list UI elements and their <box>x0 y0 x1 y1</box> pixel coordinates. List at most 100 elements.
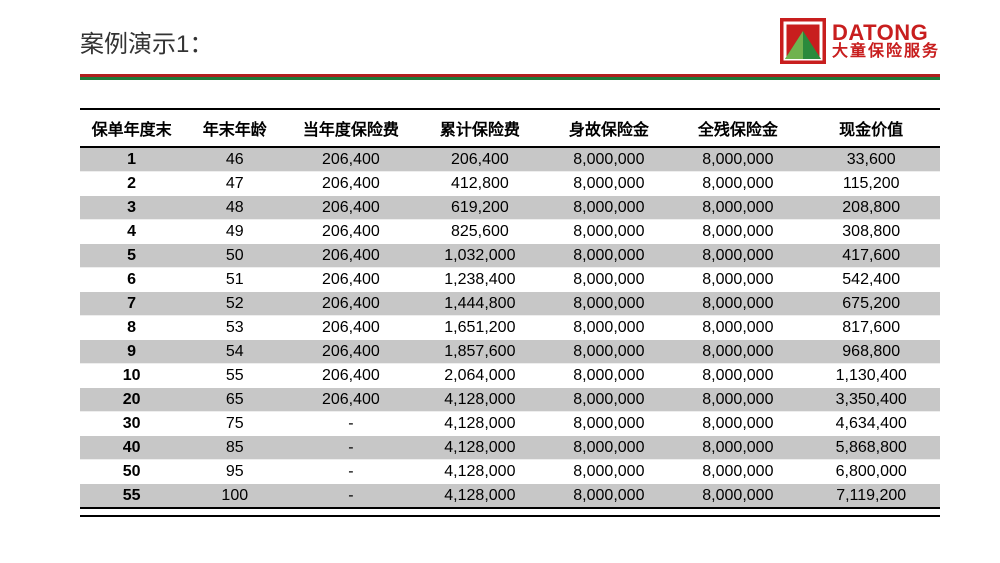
cell-year: 40 <box>80 436 183 460</box>
cell-age: 47 <box>183 172 286 196</box>
cell-year: 9 <box>80 340 183 364</box>
cell-premium: 206,400 <box>286 172 415 196</box>
cell-premium: 206,400 <box>286 196 415 220</box>
cell-death: 8,000,000 <box>544 316 673 340</box>
cell-disab: 8,000,000 <box>673 364 802 388</box>
cell-age: 49 <box>183 220 286 244</box>
table-row: 651206,4001,238,4008,000,0008,000,000542… <box>80 268 940 292</box>
cell-cash: 115,200 <box>802 172 940 196</box>
table-header-row: 保单年度末 年末年龄 当年度保险费 累计保险费 身故保险金 全残保险金 现金价值 <box>80 109 940 147</box>
cell-year: 10 <box>80 364 183 388</box>
cell-cum: 206,400 <box>415 147 544 172</box>
cell-premium: 206,400 <box>286 220 415 244</box>
divider-green-bar <box>80 77 940 80</box>
cell-cum: 4,128,000 <box>415 484 544 508</box>
cell-premium: 206,400 <box>286 292 415 316</box>
table-row: 449206,400825,6008,000,0008,000,000308,8… <box>80 220 940 244</box>
cell-death: 8,000,000 <box>544 364 673 388</box>
cell-premium: - <box>286 484 415 508</box>
table-row: 752206,4001,444,8008,000,0008,000,000675… <box>80 292 940 316</box>
cell-age: 85 <box>183 436 286 460</box>
page-title: 案例演示1： <box>80 24 213 59</box>
cell-disab: 8,000,000 <box>673 340 802 364</box>
cell-premium: 206,400 <box>286 364 415 388</box>
cell-cum: 4,128,000 <box>415 460 544 484</box>
cell-cum: 4,128,000 <box>415 436 544 460</box>
cell-disab: 8,000,000 <box>673 268 802 292</box>
cell-premium: 206,400 <box>286 244 415 268</box>
cell-disab: 8,000,000 <box>673 220 802 244</box>
cell-death: 8,000,000 <box>544 220 673 244</box>
cell-cash: 1,130,400 <box>802 364 940 388</box>
cell-disab: 8,000,000 <box>673 436 802 460</box>
table-row: 146206,400206,4008,000,0008,000,00033,60… <box>80 147 940 172</box>
cell-year: 55 <box>80 484 183 508</box>
cell-death: 8,000,000 <box>544 292 673 316</box>
slide: 案例演示1： DATONG 大童保险服务 保单年度末 <box>0 0 1000 563</box>
cell-year: 1 <box>80 147 183 172</box>
cell-cash: 7,119,200 <box>802 484 940 508</box>
cell-age: 95 <box>183 460 286 484</box>
logo-en-text: DATONG <box>832 22 940 44</box>
col-header-cash: 现金价值 <box>802 109 940 147</box>
cell-cum: 1,651,200 <box>415 316 544 340</box>
cell-age: 100 <box>183 484 286 508</box>
cell-death: 8,000,000 <box>544 147 673 172</box>
cell-premium: 206,400 <box>286 268 415 292</box>
cell-cum: 1,444,800 <box>415 292 544 316</box>
table-row: 1055206,4002,064,0008,000,0008,000,0001,… <box>80 364 940 388</box>
cell-year: 3 <box>80 196 183 220</box>
cell-cash: 208,800 <box>802 196 940 220</box>
table-row: 3075-4,128,0008,000,0008,000,0004,634,40… <box>80 412 940 436</box>
table-row: 2065206,4004,128,0008,000,0008,000,0003,… <box>80 388 940 412</box>
cell-disab: 8,000,000 <box>673 316 802 340</box>
slide-header: 案例演示1： DATONG 大童保险服务 <box>0 0 1000 64</box>
cell-premium: - <box>286 436 415 460</box>
cell-year: 4 <box>80 220 183 244</box>
cell-cash: 33,600 <box>802 147 940 172</box>
logo-cn-text: 大童保险服务 <box>832 44 940 60</box>
cell-death: 8,000,000 <box>544 412 673 436</box>
table-body: 146206,400206,4008,000,0008,000,00033,60… <box>80 147 940 507</box>
col-header-death: 身故保险金 <box>544 109 673 147</box>
cell-year: 30 <box>80 412 183 436</box>
cell-age: 48 <box>183 196 286 220</box>
cell-cash: 675,200 <box>802 292 940 316</box>
col-header-premium: 当年度保险费 <box>286 109 415 147</box>
logo-mark-icon <box>780 18 826 64</box>
cell-age: 53 <box>183 316 286 340</box>
table-row: 4085-4,128,0008,000,0008,000,0005,868,80… <box>80 436 940 460</box>
cell-disab: 8,000,000 <box>673 412 802 436</box>
col-header-cum: 累计保险费 <box>415 109 544 147</box>
cell-disab: 8,000,000 <box>673 172 802 196</box>
cell-year: 7 <box>80 292 183 316</box>
cell-age: 75 <box>183 412 286 436</box>
cell-cum: 1,238,400 <box>415 268 544 292</box>
cell-disab: 8,000,000 <box>673 292 802 316</box>
brand-logo: DATONG 大童保险服务 <box>780 18 940 64</box>
cell-cash: 968,800 <box>802 340 940 364</box>
cell-year: 50 <box>80 460 183 484</box>
cell-death: 8,000,000 <box>544 436 673 460</box>
cell-disab: 8,000,000 <box>673 460 802 484</box>
cell-year: 20 <box>80 388 183 412</box>
cell-cum: 1,032,000 <box>415 244 544 268</box>
header-divider <box>80 74 940 80</box>
cell-cash: 308,800 <box>802 220 940 244</box>
cell-death: 8,000,000 <box>544 340 673 364</box>
table-row: 55100-4,128,0008,000,0008,000,0007,119,2… <box>80 484 940 508</box>
cell-cum: 1,857,600 <box>415 340 544 364</box>
cell-disab: 8,000,000 <box>673 244 802 268</box>
cell-premium: 206,400 <box>286 316 415 340</box>
cell-premium: - <box>286 460 415 484</box>
cell-cash: 5,868,800 <box>802 436 940 460</box>
cell-death: 8,000,000 <box>544 460 673 484</box>
cell-cash: 417,600 <box>802 244 940 268</box>
cell-death: 8,000,000 <box>544 388 673 412</box>
table-row: 853206,4001,651,2008,000,0008,000,000817… <box>80 316 940 340</box>
cell-premium: - <box>286 412 415 436</box>
cell-death: 8,000,000 <box>544 484 673 508</box>
table-row: 550206,4001,032,0008,000,0008,000,000417… <box>80 244 940 268</box>
cell-age: 54 <box>183 340 286 364</box>
cell-cash: 6,800,000 <box>802 460 940 484</box>
